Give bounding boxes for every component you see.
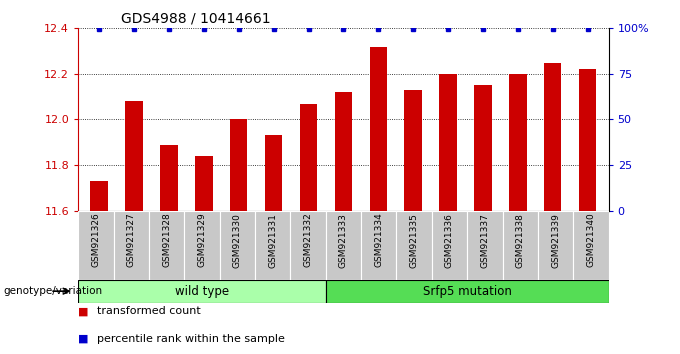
Text: GSM921328: GSM921328 <box>162 213 171 268</box>
Bar <box>326 280 609 303</box>
Bar <box>300 103 318 211</box>
Text: GDS4988 / 10414661: GDS4988 / 10414661 <box>120 12 270 26</box>
Bar <box>405 90 422 211</box>
Bar <box>149 211 184 280</box>
Bar <box>335 92 352 211</box>
Bar <box>579 69 596 211</box>
Bar <box>195 156 213 211</box>
Bar <box>255 211 290 280</box>
Text: GSM921340: GSM921340 <box>586 213 596 268</box>
Text: GSM921334: GSM921334 <box>374 213 384 268</box>
Bar <box>369 47 387 211</box>
Text: genotype/variation: genotype/variation <box>3 286 103 296</box>
Text: GSM921335: GSM921335 <box>409 213 419 268</box>
Text: percentile rank within the sample: percentile rank within the sample <box>97 334 285 344</box>
Text: GSM921327: GSM921327 <box>126 213 136 268</box>
Text: GSM921338: GSM921338 <box>515 213 525 268</box>
Bar <box>160 144 177 211</box>
Bar <box>125 101 143 211</box>
Text: GSM921326: GSM921326 <box>91 213 101 268</box>
Bar <box>230 120 248 211</box>
Bar <box>290 211 326 280</box>
Bar <box>396 211 432 280</box>
Bar <box>184 211 220 280</box>
Text: Srfp5 mutation: Srfp5 mutation <box>423 285 511 298</box>
Bar <box>90 181 108 211</box>
Text: GSM921330: GSM921330 <box>233 213 242 268</box>
Text: wild type: wild type <box>175 285 229 298</box>
Bar <box>503 211 538 280</box>
Bar <box>361 211 396 280</box>
Bar <box>538 211 573 280</box>
Text: GSM921333: GSM921333 <box>339 213 348 268</box>
Bar <box>78 280 326 303</box>
Bar <box>474 85 492 211</box>
Bar <box>467 211 503 280</box>
Bar <box>439 74 457 211</box>
Bar <box>78 211 114 280</box>
Text: GSM921329: GSM921329 <box>197 213 207 268</box>
Text: GSM921336: GSM921336 <box>445 213 454 268</box>
Text: GSM921337: GSM921337 <box>480 213 490 268</box>
Bar <box>509 74 526 211</box>
Text: ■: ■ <box>78 334 88 344</box>
Bar <box>432 211 467 280</box>
Text: GSM921331: GSM921331 <box>268 213 277 268</box>
Bar <box>114 211 149 280</box>
Bar <box>573 211 609 280</box>
Bar <box>544 63 562 211</box>
Bar <box>265 136 282 211</box>
Text: ■: ■ <box>78 306 88 316</box>
Bar <box>326 211 361 280</box>
Text: GSM921339: GSM921339 <box>551 213 560 268</box>
Text: transformed count: transformed count <box>97 306 201 316</box>
Text: GSM921332: GSM921332 <box>303 213 313 268</box>
Bar <box>220 211 255 280</box>
